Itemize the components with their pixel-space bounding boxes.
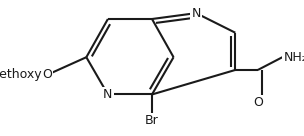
Text: N: N [192,7,201,20]
Text: methoxy: methoxy [0,68,42,81]
Text: N: N [103,88,112,101]
Text: NH₂: NH₂ [283,51,304,64]
Text: O: O [42,68,52,81]
Text: Br: Br [145,114,159,127]
Text: O: O [253,96,263,109]
